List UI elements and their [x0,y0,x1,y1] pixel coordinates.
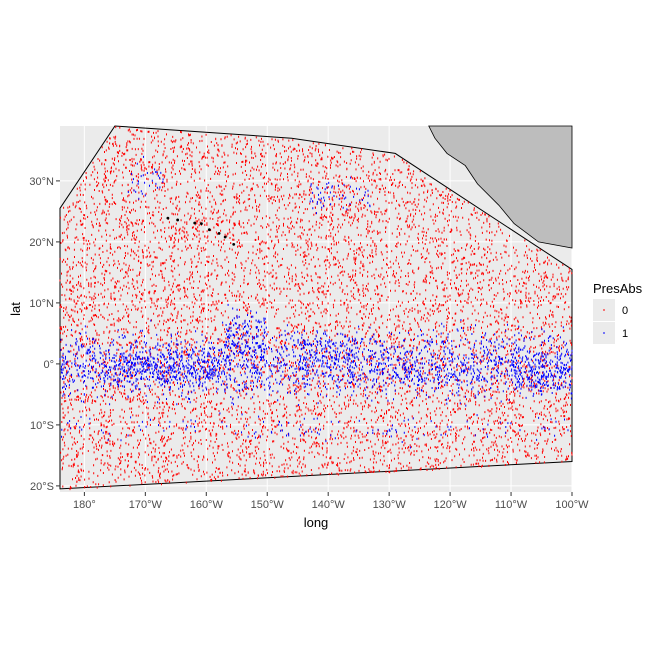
legend-entry-label: 0 [622,305,628,317]
y-axis: 30°N 20°N 10°N 0° 10°S 20°S [29,176,60,493]
x-tick-label: 140°W [312,499,346,511]
legend-entry-label: 1 [622,328,628,340]
plot-panel [59,125,573,492]
island [166,216,170,220]
legend-title: PresAbs [593,281,643,296]
legend-key-point [603,332,605,334]
x-tick-label: 100°W [555,499,589,511]
y-tick-label: 10°N [29,298,54,310]
study-area-boundary [59,125,573,490]
island [207,228,211,232]
x-tick-label: 110°W [495,499,528,511]
land-layer [428,125,573,249]
x-tick-label: 130°W [373,499,407,511]
x-tick-label: 170°W [129,499,163,511]
x-axis: 180° 170°W 160°W 150°W 140°W 130°W 120°W 110°W 1… [73,492,589,511]
y-tick-label: 20°N [29,237,54,249]
y-tick-label: 30°N [29,176,54,188]
legend-key-point [603,309,605,311]
island [232,242,236,246]
legend: PresAbs 01 [593,281,643,344]
y-tick-label: 10°S [30,420,54,432]
x-axis-title: long [304,515,329,530]
presence-points [59,155,573,449]
y-tick-label: 20°S [30,481,54,493]
x-tick-label: 180° [73,499,96,511]
occurrence-points [59,126,573,491]
island [200,222,203,226]
y-tick-label: 0° [43,359,54,371]
x-tick-label: 150°W [251,499,285,511]
y-axis-title: lat [8,302,23,316]
island [176,218,180,222]
land-mass [428,125,573,249]
x-tick-label: 160°W [190,499,224,511]
island-markers [166,216,236,246]
island [193,221,197,225]
legend-entries: 01 [593,299,628,344]
island [223,235,227,239]
x-tick-label: 120°W [434,499,468,511]
island [217,231,221,235]
